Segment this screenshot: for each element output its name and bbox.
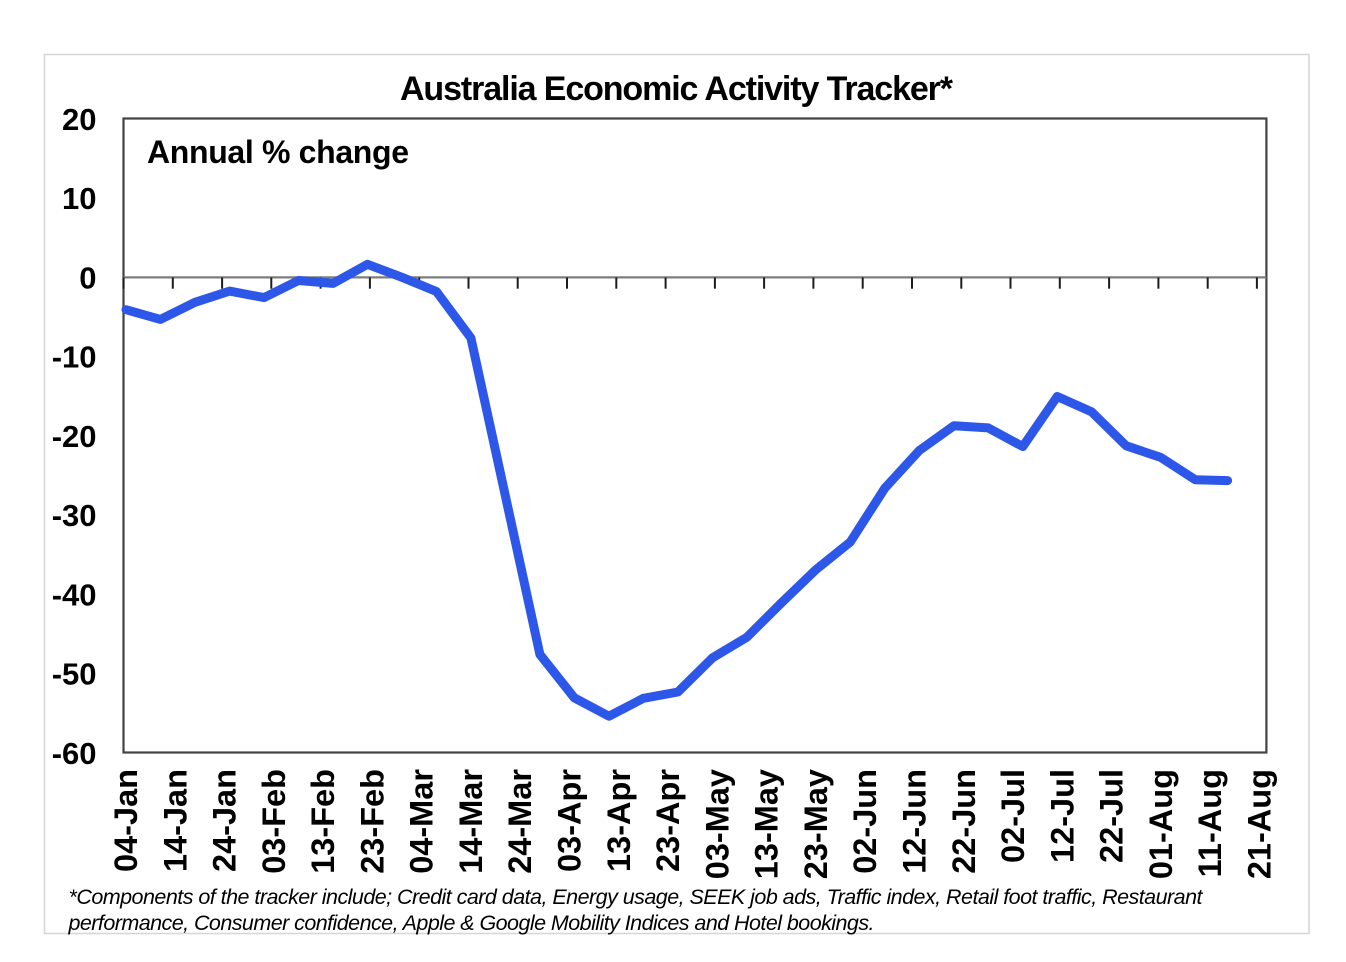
svg-text:-10: -10 xyxy=(52,340,97,375)
svg-text:-40: -40 xyxy=(52,577,97,612)
svg-text:13-Apr: 13-Apr xyxy=(601,769,637,872)
svg-text:24-Mar: 24-Mar xyxy=(502,769,538,874)
svg-text:23-May: 23-May xyxy=(798,769,834,879)
svg-text:*Components of the tracker inc: *Components of the tracker include; Cred… xyxy=(69,885,1204,909)
svg-text:12-Jul: 12-Jul xyxy=(1044,769,1080,863)
svg-text:04-Mar: 04-Mar xyxy=(404,769,440,874)
svg-text:13-May: 13-May xyxy=(749,769,785,879)
svg-text:02-Jul: 02-Jul xyxy=(995,769,1031,863)
svg-text:03-May: 03-May xyxy=(699,769,735,879)
svg-text:21-Aug: 21-Aug xyxy=(1241,769,1277,879)
svg-text:13-Feb: 13-Feb xyxy=(305,769,341,874)
svg-text:23-Feb: 23-Feb xyxy=(354,769,390,874)
svg-text:11-Aug: 11-Aug xyxy=(1192,769,1228,877)
svg-text:-50: -50 xyxy=(52,657,97,692)
svg-text:22-Jul: 22-Jul xyxy=(1094,769,1130,863)
svg-text:Australia Economic Activity Tr: Australia Economic Activity Tracker* xyxy=(400,70,954,108)
svg-text:performance, Consumer confide: performance, Consumer confidence, Apple … xyxy=(68,911,875,935)
svg-text:10: 10 xyxy=(62,181,96,216)
svg-text:20: 20 xyxy=(62,102,96,137)
svg-text:14-Mar: 14-Mar xyxy=(453,769,489,874)
svg-text:02-Jun: 02-Jun xyxy=(847,769,883,874)
svg-text:24-Jan: 24-Jan xyxy=(207,769,243,872)
svg-text:01-Aug: 01-Aug xyxy=(1143,769,1179,879)
svg-text:Annual % change: Annual % change xyxy=(147,134,409,170)
svg-text:0: 0 xyxy=(79,260,96,295)
svg-text:-60: -60 xyxy=(52,736,97,771)
svg-text:-20: -20 xyxy=(52,419,97,454)
svg-text:03-Apr: 03-Apr xyxy=(552,769,588,872)
svg-text:04-Jan: 04-Jan xyxy=(108,769,144,872)
svg-text:-30: -30 xyxy=(52,498,97,533)
svg-text:23-Apr: 23-Apr xyxy=(650,769,686,872)
svg-text:22-Jun: 22-Jun xyxy=(946,769,982,874)
svg-text:03-Feb: 03-Feb xyxy=(256,769,292,874)
svg-text:12-Jun: 12-Jun xyxy=(897,769,933,874)
svg-text:14-Jan: 14-Jan xyxy=(157,769,193,872)
